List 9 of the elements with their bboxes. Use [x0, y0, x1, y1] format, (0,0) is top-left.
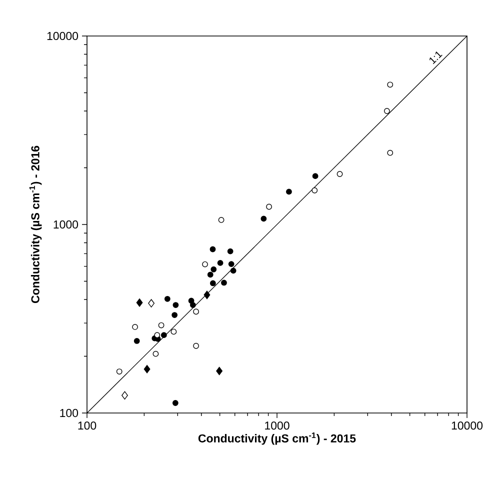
y-tick-label: 1000: [54, 220, 78, 229]
y-axis-title: Conductivity (µS cm$^{-1}$) - 2016: [29, 146, 42, 304]
x-axis-title: Conductivity (µS cm$^{-1}$) - 2015: [198, 432, 356, 445]
x-tick-label: 100: [78, 422, 96, 430]
y-tick-label: 10000: [47, 32, 78, 40]
y-tick-label: 100: [60, 408, 78, 418]
text: 1:1: [430, 52, 442, 64]
x-tick-label: 10000: [452, 422, 483, 430]
x-tick-label: 1000: [265, 422, 290, 430]
